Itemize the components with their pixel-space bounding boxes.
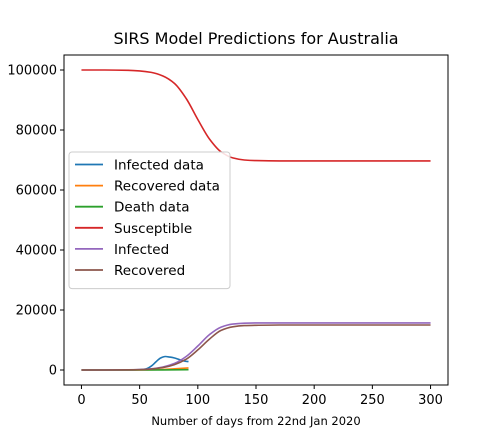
- x-axis: 0 50 100 150 200 250 300: [77, 385, 443, 408]
- legend-label-death-data: Death data: [114, 200, 190, 216]
- series-line-infected: [81, 322, 431, 371]
- y-tick-label: 60000: [16, 184, 57, 199]
- x-tick-label: 250: [360, 393, 385, 408]
- x-tick-label: 0: [77, 393, 85, 408]
- x-axis-title: Number of days from 22nd Jan 2020: [151, 414, 360, 428]
- series-line-infected-data: [81, 355, 189, 371]
- legend-label-infected: Infected: [114, 242, 169, 258]
- y-tick-label: 80000: [16, 124, 57, 139]
- legend-box: [68, 151, 231, 290]
- y-tick-label: 20000: [16, 304, 57, 319]
- legend: Infected data Recovered data Death data Sus…: [68, 151, 231, 290]
- legend-label-recovered-data: Recovered data: [114, 179, 220, 195]
- x-tick-label: 150: [244, 393, 269, 408]
- chart-title: SIRS Model Predictions for Australia: [113, 29, 398, 48]
- y-tick-label: 0: [49, 364, 57, 379]
- y-tick-label: 40000: [16, 244, 57, 259]
- series-layer: [81, 69, 431, 371]
- legend-label-recovered: Recovered: [114, 263, 185, 279]
- x-tick-label: 50: [131, 393, 148, 408]
- x-tick-label: 200: [302, 393, 327, 408]
- y-tick-label: 100000: [7, 64, 57, 79]
- series-line-recovered: [81, 324, 431, 371]
- legend-label-infected-data: Infected data: [114, 158, 204, 174]
- series-line-susceptible: [81, 69, 431, 162]
- x-tick-label: 300: [418, 393, 443, 408]
- legend-label-susceptible: Susceptible: [114, 221, 192, 237]
- x-tick-label: 100: [185, 393, 210, 408]
- y-axis: 0 20000 40000 60000 80000 100000: [7, 64, 64, 379]
